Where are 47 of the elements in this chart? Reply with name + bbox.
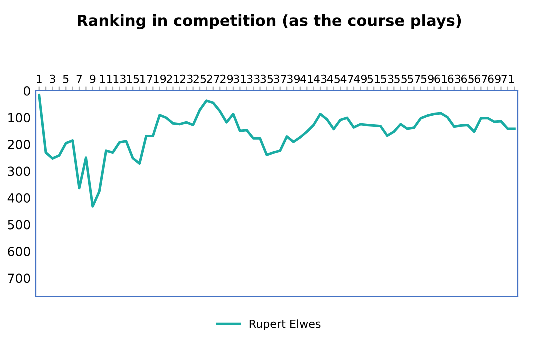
x-tick-label: 19 (154, 74, 166, 84)
x-tick-label: 25 (194, 74, 206, 84)
y-tick-label: 100 (8, 113, 30, 123)
x-tick-label: 69 (488, 74, 501, 84)
x-tick-label: 17 (140, 75, 153, 84)
x-tick-label: 15 (127, 75, 140, 84)
x-tick-label: 51 (368, 75, 380, 84)
x-tick-label: 53 (381, 74, 394, 84)
legend-label: Rupert Elwes (250, 320, 321, 330)
x-tick-label: 59 (421, 74, 434, 84)
x-tick-label: 29 (220, 74, 234, 84)
x-tick-label: 9 (90, 74, 96, 84)
x-tick-label: 63 (448, 74, 461, 84)
y-tick-label: 300 (8, 166, 30, 176)
x-tick-label: 5 (63, 75, 69, 84)
x-tick-label: 65 (462, 74, 474, 84)
x-tick-label: 71 (502, 75, 514, 84)
y-tick-label: 0 (24, 86, 30, 96)
x-tick-label: 45 (327, 75, 340, 84)
y-tick-label: 500 (8, 220, 30, 230)
x-tick-label: 37 (274, 74, 286, 84)
x-tick-label: 55 (394, 75, 407, 84)
x-tick-label: 11 (100, 75, 112, 84)
y-tick-label: 700 (8, 274, 30, 284)
x-tick-label: 31 (234, 74, 246, 84)
x-tick-label: 49 (354, 74, 367, 84)
x-tick-label: 39 (288, 74, 300, 84)
y-tick-label: 400 (8, 193, 30, 203)
x-tick-label: 57 (408, 75, 420, 84)
x-tick-label: 23 (180, 74, 193, 84)
x-tick-label: 43 (314, 74, 327, 84)
x-tick-label: 33 (247, 74, 260, 84)
y-tick-label: 200 (8, 140, 30, 150)
chart-title: Ranking in competition (as the course plays) (78, 14, 462, 30)
x-tick-label: 67 (474, 74, 488, 84)
x-tick-label: 3 (50, 74, 56, 84)
x-tick-label: 41 (300, 75, 314, 84)
y-tick-label: 600 (8, 246, 30, 256)
x-tick-label: 1 (37, 75, 42, 84)
x-tick-label: 61 (434, 74, 448, 84)
x-tick-label: 35 (260, 74, 274, 84)
x-tick-label: 47 (340, 75, 354, 84)
x-tick-label: 7 (76, 75, 82, 84)
x-tick-label: 21 (166, 74, 180, 84)
line-series (38, 94, 516, 208)
x-tick-label: 13 (114, 74, 126, 84)
x-tick-label: 27 (207, 74, 220, 84)
